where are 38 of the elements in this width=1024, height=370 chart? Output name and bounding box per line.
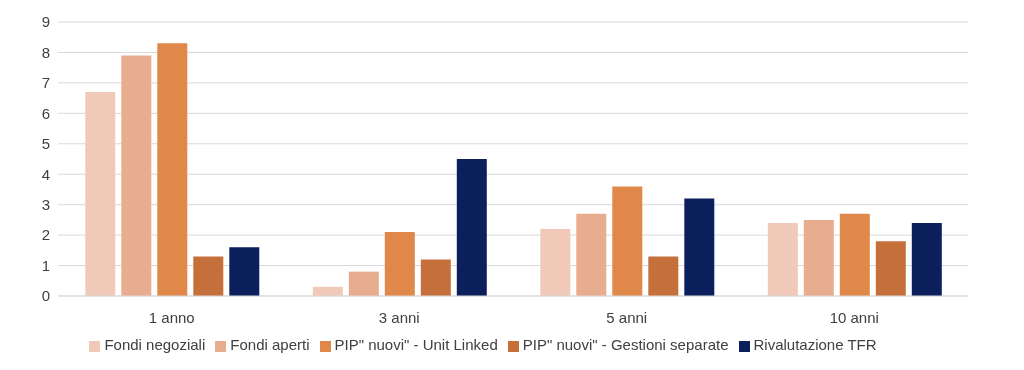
bar	[911, 222, 942, 296]
y-tick-label: 9	[41, 13, 50, 31]
legend-label: Fondi negoziali	[104, 336, 206, 353]
bar	[576, 213, 607, 296]
y-tick-label: 4	[41, 165, 50, 183]
bar	[875, 241, 906, 296]
bar	[767, 222, 798, 296]
bar	[684, 198, 715, 296]
x-tick-label: 10 anni	[829, 308, 879, 326]
legend-label: PIP" nuovi" - Unit Linked	[334, 336, 498, 353]
y-tick-label: 1	[41, 256, 50, 274]
y-tick-label: 6	[41, 104, 50, 122]
y-tick-label: 0	[41, 287, 50, 305]
legend-label: PIP" nuovi" - Gestioni separate	[522, 336, 729, 353]
legend-label: Fondi aperti	[230, 336, 310, 353]
x-tick-label: 5 anni	[606, 308, 648, 326]
y-tick-label: 2	[41, 226, 50, 244]
bar	[648, 256, 679, 296]
bar	[612, 186, 643, 296]
bar	[384, 232, 415, 296]
bar	[121, 55, 152, 296]
bar	[803, 219, 834, 296]
x-tick-label: 1 anno	[148, 308, 195, 326]
bar	[229, 247, 260, 296]
y-tick-label: 7	[41, 74, 50, 92]
bar	[348, 271, 379, 296]
y-tick-label: 8	[41, 43, 50, 61]
bar	[85, 92, 116, 296]
bar	[420, 259, 451, 296]
bar	[193, 256, 224, 296]
bar	[540, 229, 571, 296]
legend-label: Rivalutazione TFR	[753, 336, 877, 353]
bar	[839, 213, 870, 296]
bar	[157, 43, 188, 296]
bar	[456, 159, 487, 296]
x-tick-label: 3 anni	[378, 308, 420, 326]
y-tick-label: 3	[41, 195, 50, 213]
y-tick-label: 5	[41, 135, 50, 153]
